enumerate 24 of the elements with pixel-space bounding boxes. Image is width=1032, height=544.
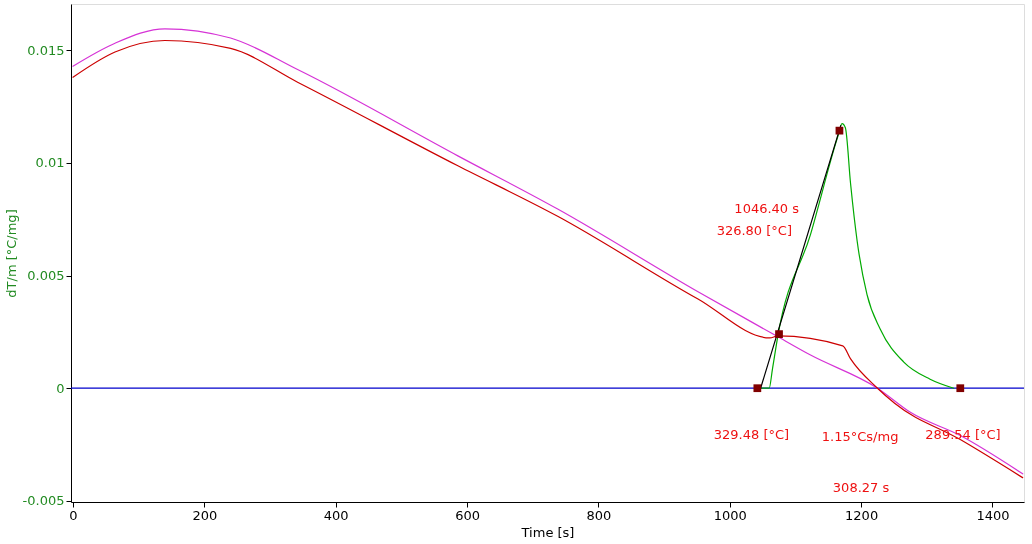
annotation: 1046.40 s <box>734 201 800 217</box>
annotation: 329.48 [°C] <box>713 426 790 442</box>
x-tick-label: 400 <box>323 507 349 523</box>
x-tick-label: 200 <box>192 507 218 523</box>
y-tick-label: 0.01 <box>35 155 65 171</box>
x-tick-label: 800 <box>586 507 612 523</box>
annotation: 1.15°Cs/mg <box>821 428 899 444</box>
x-tick-label: 0 <box>69 507 78 523</box>
y-tick-label: 0.005 <box>27 268 65 284</box>
x-tick-label: 1200 <box>845 507 879 523</box>
x-tick-label: 1400 <box>976 507 1010 523</box>
annotation: 326.80 [°C] <box>716 222 792 238</box>
y-tick-label: -0.005 <box>22 493 65 509</box>
y-tick-label: 0.015 <box>27 42 65 58</box>
y-axis-title: dT/m [°C/mg] <box>3 209 19 298</box>
point <box>835 126 844 135</box>
x-tick-label: 600 <box>455 507 480 523</box>
y-tick-label: 0 <box>56 380 65 396</box>
point <box>956 384 965 393</box>
point <box>775 330 783 338</box>
point <box>753 384 762 393</box>
x-axis-title: Time [s] <box>520 524 575 540</box>
x-tick-label: 1000 <box>713 507 747 523</box>
annotation: 308.27 s <box>832 480 890 496</box>
